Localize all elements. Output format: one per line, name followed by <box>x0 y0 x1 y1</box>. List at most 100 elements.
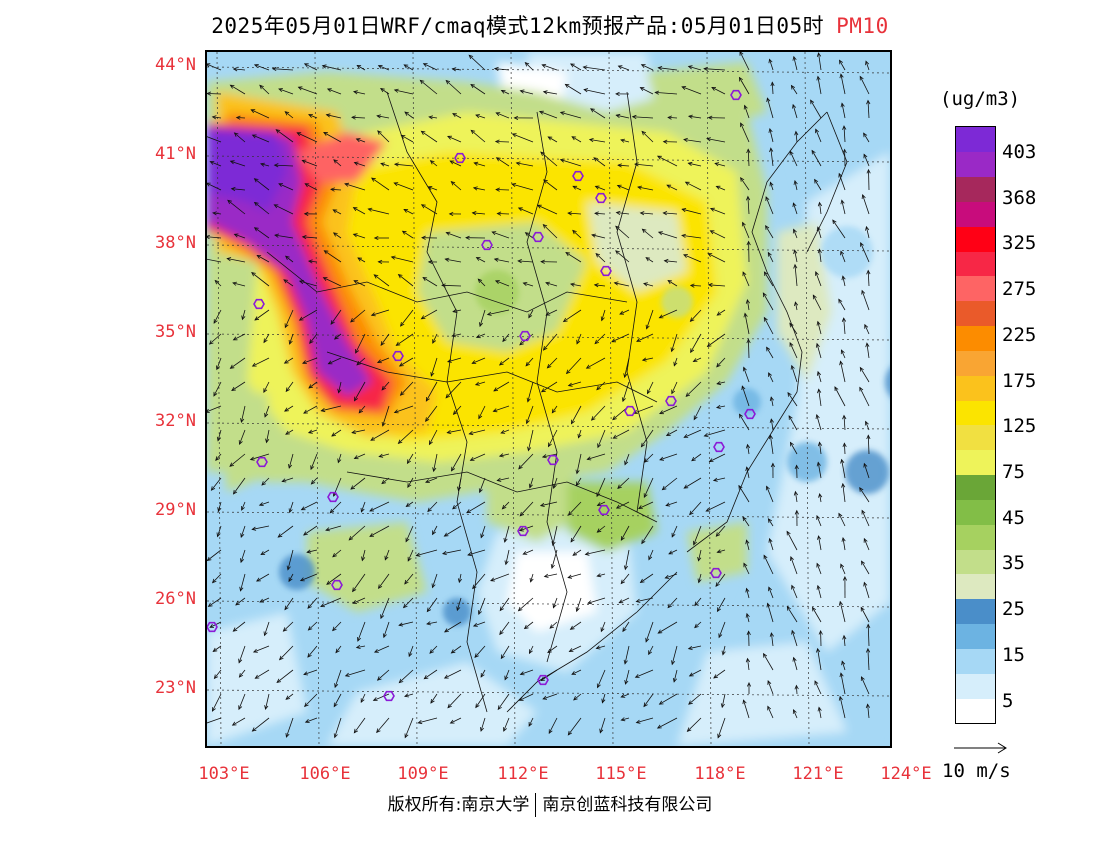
wind-vector <box>352 90 366 95</box>
wind-vector <box>323 132 342 143</box>
wind-vector <box>350 309 366 323</box>
wind-vector <box>470 83 486 95</box>
forecast-map[interactable] <box>205 50 892 748</box>
wind-vector <box>525 405 534 425</box>
wind-vector <box>547 429 558 448</box>
wind-vector <box>232 477 246 495</box>
wind-vector <box>263 333 270 344</box>
wind-vector <box>478 405 486 420</box>
wind-vector <box>840 102 846 119</box>
wind-vector <box>398 669 414 684</box>
wind-vector <box>567 211 582 216</box>
wind-vector <box>518 693 534 701</box>
wind-vector <box>690 333 702 354</box>
wind-vector <box>540 151 558 167</box>
wind-vector <box>716 380 726 386</box>
wind-vector <box>583 88 606 95</box>
wind-vector <box>865 342 870 359</box>
wind-vector <box>565 251 582 263</box>
wind-vector <box>765 196 774 215</box>
wind-vector <box>404 693 414 698</box>
wind-vector <box>588 138 606 143</box>
longitude-gridline <box>804 52 810 746</box>
wind-vector <box>456 597 462 612</box>
wind-vector <box>542 333 558 351</box>
wind-vector <box>707 282 726 288</box>
wind-vector <box>241 309 246 321</box>
scale-label-275: 275 <box>1002 278 1037 300</box>
wind-vector <box>571 136 582 143</box>
wind-vector <box>552 597 558 609</box>
wind-vector <box>210 477 222 491</box>
wind-vector <box>329 501 342 514</box>
wind-vector <box>715 573 726 587</box>
wind-vector <box>495 157 510 167</box>
wind-vector <box>360 501 366 513</box>
wind-vector <box>213 669 222 680</box>
wind-vector <box>559 111 582 119</box>
wind-vector <box>547 645 558 654</box>
wind-vector <box>665 501 678 507</box>
wind-vector <box>254 309 270 321</box>
wind-vector <box>569 621 582 630</box>
wind-vector <box>832 219 846 239</box>
wind-vector <box>393 405 414 414</box>
wind-vector <box>658 309 678 319</box>
wind-vector <box>238 645 246 664</box>
wind-vector <box>450 180 462 191</box>
wind-vector <box>251 272 270 287</box>
wind-vector <box>834 386 846 407</box>
wind-vector <box>524 232 534 239</box>
wind-vector <box>400 309 414 327</box>
longitude-gridline <box>608 52 614 746</box>
wind-vector <box>631 114 654 120</box>
wind-vector <box>709 230 726 239</box>
wind-vector <box>596 573 606 578</box>
wind-vector <box>355 333 366 354</box>
latitude-gridline <box>207 511 890 519</box>
wind-vector <box>664 573 678 579</box>
wind-vector <box>542 223 558 239</box>
wind-vector <box>685 381 702 398</box>
wind-vector <box>769 181 774 191</box>
color-scale-segment <box>956 474 995 500</box>
wind-vector <box>762 292 774 311</box>
wind-vector <box>253 178 270 191</box>
latitude-gridline <box>207 244 890 252</box>
wind-vector <box>697 549 702 562</box>
wind-vector <box>767 251 774 263</box>
wind-vector <box>816 52 822 71</box>
footer-divider <box>535 793 537 817</box>
wind-vector <box>332 621 342 632</box>
wind-vector <box>465 235 486 240</box>
wind-vector <box>423 669 438 680</box>
wind-vector <box>619 309 630 315</box>
wind-vector <box>665 429 678 436</box>
city-marker <box>572 170 584 182</box>
color-scale-segment <box>956 425 995 451</box>
wind-vector <box>480 717 486 732</box>
color-scale-segment <box>956 524 995 550</box>
wind-vector <box>494 139 510 144</box>
wind-vector <box>452 308 462 313</box>
wind-vector <box>216 525 222 538</box>
color-scale-segment <box>956 499 995 525</box>
wind-vector <box>859 75 870 95</box>
wind-vector <box>353 280 366 287</box>
wind-vector <box>355 644 366 649</box>
wind-vector <box>742 516 750 527</box>
wind-vector <box>263 381 270 394</box>
wind-vector <box>361 549 366 562</box>
wind-vector <box>691 453 702 462</box>
wind-vector <box>597 429 606 449</box>
wind-vector <box>684 181 702 191</box>
wind-vector <box>617 477 630 490</box>
wind-vector <box>308 381 318 389</box>
wind-vector <box>863 462 870 479</box>
wind-vector <box>325 525 342 532</box>
wind-vector <box>432 453 438 473</box>
city-marker <box>710 567 722 579</box>
wind-vector <box>403 64 414 71</box>
wind-vector <box>399 381 414 396</box>
wind-vector <box>215 453 222 462</box>
